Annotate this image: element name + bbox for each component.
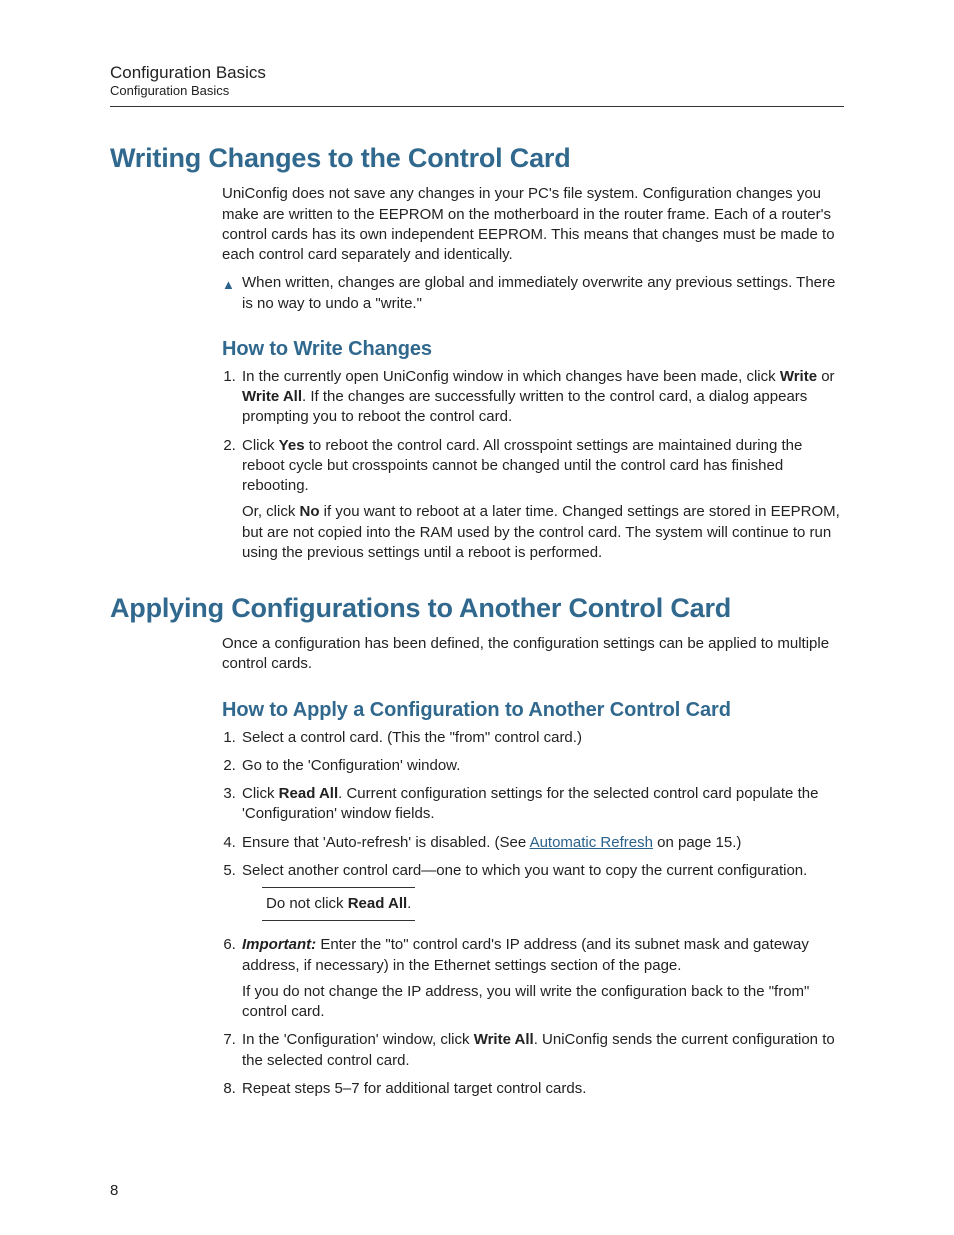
step-item: In the 'Configuration' window, click Wri… bbox=[240, 1030, 844, 1071]
document-page: Configuration Basics Configuration Basic… bbox=[0, 0, 954, 1235]
step-text: Click Yes to reboot the control card. Al… bbox=[242, 437, 802, 495]
steps-list: In the currently open UniConfig window i… bbox=[222, 367, 844, 563]
step-item: Important: Enter the "to" control card's… bbox=[240, 935, 844, 1022]
page-number: 8 bbox=[110, 1182, 118, 1199]
heading-applying-configurations: Applying Configurations to Another Contr… bbox=[110, 593, 844, 624]
subheading-how-to-write: How to Write Changes bbox=[110, 338, 844, 361]
step-text: Ensure that 'Auto-refresh' is disabled. … bbox=[242, 834, 741, 851]
step-item: Click Read All. Current configuration se… bbox=[240, 784, 844, 825]
subheading-how-to-apply: How to Apply a Configuration to Another … bbox=[110, 699, 844, 722]
steps-list: Select a control card. (This the "from" … bbox=[222, 728, 844, 1100]
header-chapter: Configuration Basics bbox=[110, 63, 844, 83]
heading-writing-changes: Writing Changes to the Control Card bbox=[110, 143, 844, 174]
intro-paragraph: Once a configuration has been defined, t… bbox=[222, 634, 844, 675]
callout-note: ▲ When written, changes are global and i… bbox=[222, 273, 844, 314]
section-writing-changes: Writing Changes to the Control Card UniC… bbox=[110, 143, 844, 563]
step-text: Select another control card—one to which… bbox=[242, 862, 807, 879]
step-text: Click Read All. Current configuration se… bbox=[242, 785, 818, 822]
body-column: In the currently open UniConfig window i… bbox=[110, 367, 844, 563]
step-extra: If you do not change the IP address, you… bbox=[242, 982, 844, 1023]
step-text: Select a control card. (This the "from" … bbox=[242, 729, 582, 746]
step-item: Ensure that 'Auto-refresh' is disabled. … bbox=[240, 833, 844, 853]
running-header: Configuration Basics Configuration Basic… bbox=[110, 63, 844, 107]
intro-paragraph: UniConfig does not save any changes in y… bbox=[222, 184, 844, 265]
step-item: In the currently open UniConfig window i… bbox=[240, 367, 844, 428]
step-item: Repeat steps 5–7 for additional target c… bbox=[240, 1079, 844, 1099]
step-item: Click Yes to reboot the control card. Al… bbox=[240, 436, 844, 564]
step-text: In the 'Configuration' window, click Wri… bbox=[242, 1031, 835, 1068]
step-text: In the currently open UniConfig window i… bbox=[242, 368, 835, 426]
boxed-caution: Do not click Read All. bbox=[262, 887, 415, 921]
step-text: Go to the 'Configuration' window. bbox=[242, 757, 460, 774]
step-text: Repeat steps 5–7 for additional target c… bbox=[242, 1080, 586, 1097]
note-text: When written, changes are global and imm… bbox=[242, 273, 844, 314]
body-column: Select a control card. (This the "from" … bbox=[110, 728, 844, 1100]
step-extra: Or, click No if you want to reboot at a … bbox=[242, 502, 844, 563]
step-text: Important: Enter the "to" control card's… bbox=[242, 936, 809, 973]
section-applying-configurations: Applying Configurations to Another Contr… bbox=[110, 593, 844, 1099]
body-column: Once a configuration has been defined, t… bbox=[110, 634, 844, 675]
step-item: Select another control card—one to which… bbox=[240, 861, 844, 928]
header-section: Configuration Basics bbox=[110, 83, 844, 100]
body-column: UniConfig does not save any changes in y… bbox=[110, 184, 844, 314]
step-item: Select a control card. (This the "from" … bbox=[240, 728, 844, 748]
step-item: Go to the 'Configuration' window. bbox=[240, 756, 844, 776]
triangle-icon: ▲ bbox=[222, 273, 242, 294]
